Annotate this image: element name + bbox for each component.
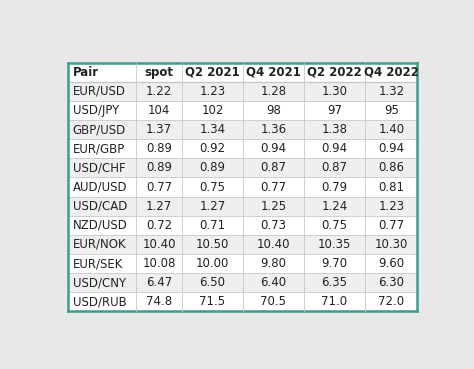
Text: 1.32: 1.32 [378, 85, 404, 98]
Text: 1.34: 1.34 [200, 123, 226, 136]
Bar [68, 120, 418, 139]
Text: 0.94: 0.94 [378, 142, 404, 155]
Text: 10.00: 10.00 [196, 257, 229, 270]
Text: Q4 2022: Q4 2022 [364, 66, 419, 79]
Text: 71.0: 71.0 [321, 295, 347, 308]
Text: 74.8: 74.8 [146, 295, 172, 308]
Bar [68, 82, 418, 101]
Text: 1.25: 1.25 [260, 200, 286, 213]
Text: 0.77: 0.77 [378, 219, 404, 232]
Text: 0.72: 0.72 [146, 219, 172, 232]
Text: USD/JPY: USD/JPY [73, 104, 119, 117]
Text: 0.89: 0.89 [146, 142, 172, 155]
Text: 0.92: 0.92 [200, 142, 226, 155]
Text: 1.23: 1.23 [378, 200, 404, 213]
Text: 0.86: 0.86 [378, 161, 404, 175]
Text: 10.35: 10.35 [318, 238, 351, 251]
Text: Q2 2021: Q2 2021 [185, 66, 240, 79]
Text: 6.30: 6.30 [378, 276, 404, 289]
Bar [68, 101, 418, 120]
Text: 1.28: 1.28 [260, 85, 286, 98]
Text: 95: 95 [384, 104, 399, 117]
Bar [68, 50, 418, 63]
Text: 1.27: 1.27 [146, 200, 172, 213]
Text: 72.0: 72.0 [378, 295, 404, 308]
Text: 0.77: 0.77 [146, 180, 172, 194]
Bar [68, 292, 418, 311]
Text: Q2 2022: Q2 2022 [307, 66, 362, 79]
Bar [68, 254, 418, 273]
Text: 1.38: 1.38 [321, 123, 347, 136]
Text: 0.81: 0.81 [378, 180, 404, 194]
Text: 1.23: 1.23 [200, 85, 226, 98]
Text: 104: 104 [148, 104, 170, 117]
Text: 0.89: 0.89 [146, 161, 172, 175]
Text: 10.40: 10.40 [257, 238, 290, 251]
Bar [68, 197, 418, 216]
Text: 0.73: 0.73 [260, 219, 286, 232]
Text: USD/CHF: USD/CHF [73, 161, 126, 175]
Text: Q4 2021: Q4 2021 [246, 66, 301, 79]
Text: 0.89: 0.89 [200, 161, 226, 175]
Bar [68, 216, 418, 235]
Text: 0.94: 0.94 [260, 142, 286, 155]
Text: GBP/USD: GBP/USD [73, 123, 126, 136]
Text: 0.87: 0.87 [321, 161, 347, 175]
Text: 10.50: 10.50 [196, 238, 229, 251]
Bar [68, 63, 418, 82]
Text: 70.5: 70.5 [260, 295, 286, 308]
Text: 1.30: 1.30 [321, 85, 347, 98]
Bar [68, 158, 418, 177]
Text: 1.40: 1.40 [378, 123, 404, 136]
Text: 6.35: 6.35 [321, 276, 347, 289]
Text: 0.75: 0.75 [321, 219, 347, 232]
Text: EUR/SEK: EUR/SEK [73, 257, 123, 270]
Text: 6.50: 6.50 [200, 276, 226, 289]
Text: EUR/NOK: EUR/NOK [73, 238, 127, 251]
Bar [68, 139, 418, 158]
Text: 0.71: 0.71 [200, 219, 226, 232]
Bar [68, 177, 418, 197]
Text: 1.22: 1.22 [146, 85, 172, 98]
Bar [68, 63, 418, 311]
Text: 102: 102 [201, 104, 224, 117]
Text: 0.94: 0.94 [321, 142, 347, 155]
Bar [68, 235, 418, 254]
Text: 6.47: 6.47 [146, 276, 172, 289]
Text: Pair: Pair [73, 66, 99, 79]
Text: 10.40: 10.40 [142, 238, 176, 251]
Text: AUD/USD: AUD/USD [73, 180, 128, 194]
Text: USD/CAD: USD/CAD [73, 200, 127, 213]
Text: 0.79: 0.79 [321, 180, 347, 194]
Text: 1.27: 1.27 [199, 200, 226, 213]
Text: 0.87: 0.87 [260, 161, 286, 175]
Text: 10.08: 10.08 [143, 257, 176, 270]
Text: 1.24: 1.24 [321, 200, 347, 213]
Text: USD/RUB: USD/RUB [73, 295, 127, 308]
Text: 9.70: 9.70 [321, 257, 347, 270]
Text: spot: spot [145, 66, 173, 79]
Text: 9.60: 9.60 [378, 257, 404, 270]
Text: 97: 97 [327, 104, 342, 117]
Text: 1.36: 1.36 [260, 123, 286, 136]
Text: 71.5: 71.5 [200, 295, 226, 308]
Text: 1.37: 1.37 [146, 123, 172, 136]
Text: EUR/GBP: EUR/GBP [73, 142, 125, 155]
Bar [68, 273, 418, 292]
Text: EUR/USD: EUR/USD [73, 85, 126, 98]
Text: NZD/USD: NZD/USD [73, 219, 128, 232]
Text: 0.77: 0.77 [260, 180, 286, 194]
Text: 0.75: 0.75 [200, 180, 226, 194]
Text: 98: 98 [266, 104, 281, 117]
Text: 10.30: 10.30 [374, 238, 408, 251]
Text: 9.80: 9.80 [260, 257, 286, 270]
Text: USD/CNY: USD/CNY [73, 276, 126, 289]
Text: 6.40: 6.40 [260, 276, 286, 289]
